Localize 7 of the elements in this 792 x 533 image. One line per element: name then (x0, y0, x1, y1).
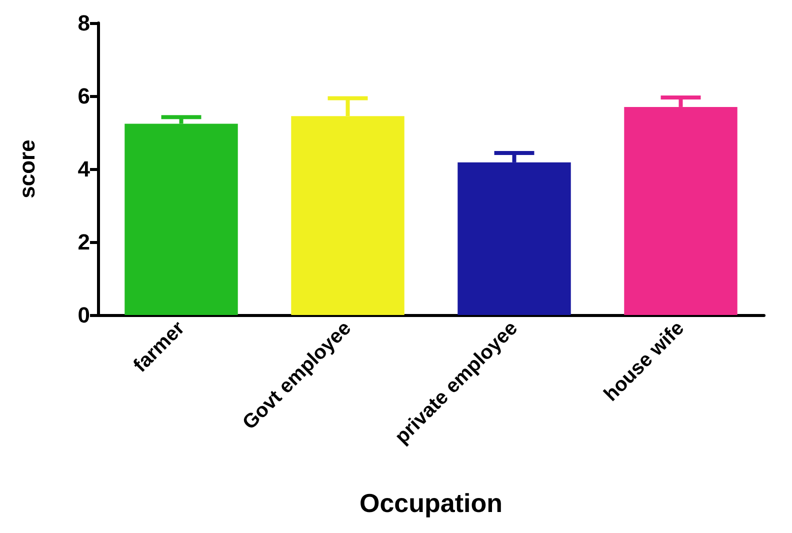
y-tick-label: 0 (78, 302, 90, 328)
y-tick-label: 6 (78, 84, 90, 108)
y-tick-label: 8 (78, 10, 90, 36)
y-tick-label: 4 (78, 156, 91, 182)
x-axis-title: Occupation (359, 488, 503, 518)
y-axis-title: score (14, 140, 40, 198)
y-tick-label: 2 (78, 230, 90, 254)
